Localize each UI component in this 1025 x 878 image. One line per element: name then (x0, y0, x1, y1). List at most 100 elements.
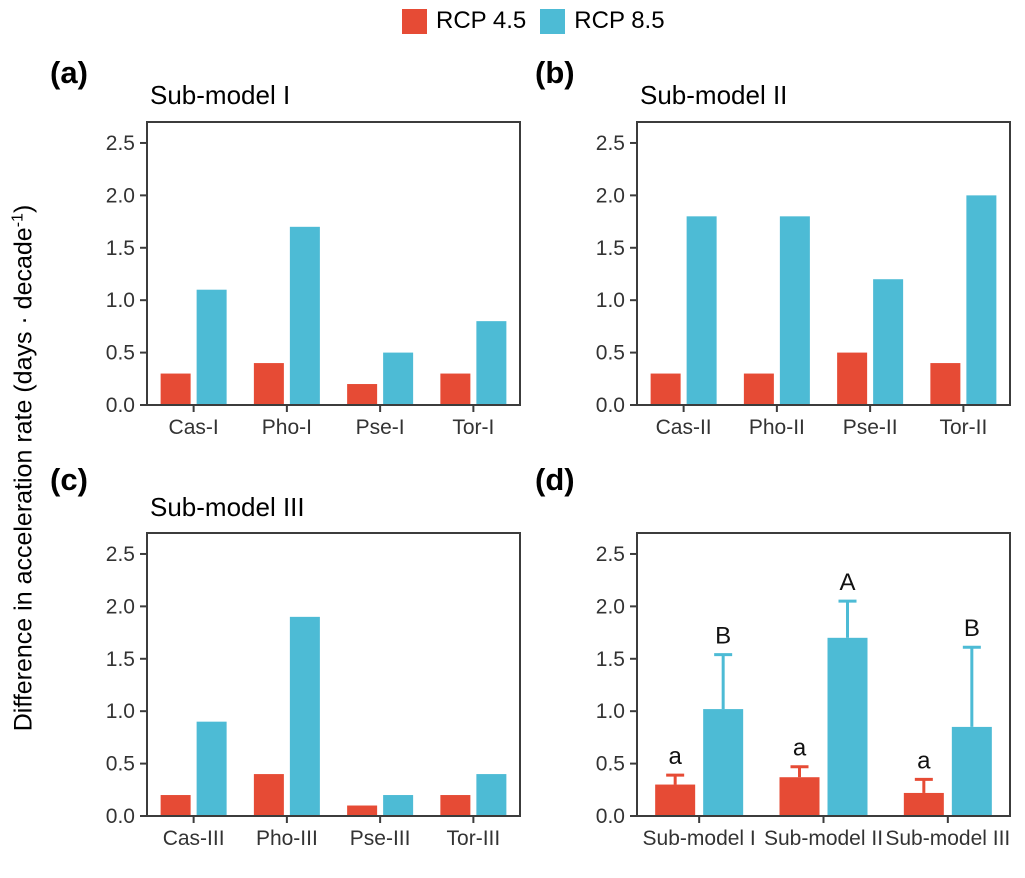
bar-RCP45-Tor-II (930, 363, 961, 405)
panel-frame-a (146, 121, 521, 406)
bar-RCP85-Sub-model-II (827, 637, 868, 816)
y-tick-label: 2.5 (596, 543, 625, 566)
legend-label-rcp85: RCP 8.5 (574, 7, 665, 34)
bar-RCP85-Pse-III (383, 795, 414, 816)
significance-letter: a (793, 735, 807, 762)
y-tick-label: 2.0 (106, 184, 135, 207)
x-category-label: Cas-II (656, 416, 712, 439)
y-axis-label-prefix: Difference in acceleration rate (days · … (9, 227, 38, 732)
bar-RCP85-Cas-I (196, 289, 227, 405)
plot-panel-c: 0.0 0.5 1.0 1.5 2.0 2.5 Cas-III Pho-III Pse-III T… (106, 532, 521, 850)
panel-title-b: Sub-model II (640, 80, 788, 110)
y-tick-label: 0.0 (106, 394, 135, 417)
y-tick-label: 1.0 (596, 289, 625, 312)
legend-swatch-rcp85-icon (540, 8, 566, 34)
bar-RCP85-Tor-II (966, 195, 997, 405)
panel-letter-b: (b) (535, 55, 575, 90)
y-tick-label: 0.0 (596, 805, 625, 828)
bar-RCP45-Sub-model-II (779, 777, 820, 816)
significance-letter: B (964, 615, 980, 642)
y-tick-label: 0.0 (106, 805, 135, 828)
x-category-label: Cas-III (163, 827, 225, 850)
bar-RCP45-Cas-II (650, 373, 681, 405)
legend-swatch-rcp45-icon (402, 8, 427, 34)
y-tick-label: 1.5 (106, 648, 135, 671)
x-category-label: Tor-II (939, 416, 987, 439)
bar-RCP85-Pse-II (873, 279, 904, 405)
y-tick-label: 1.5 (106, 237, 135, 260)
bar-RCP45-Tor-I (440, 373, 471, 405)
significance-letter: A (839, 569, 855, 596)
bar-RCP85-Pho-II (779, 216, 810, 405)
x-category-label: Tor-I (452, 416, 494, 439)
panel-frame-b (636, 121, 1011, 406)
bar-RCP45-Pse-III (347, 805, 378, 816)
panel-letter-c: (c) (50, 462, 88, 497)
x-category-label: Sub-model I (643, 827, 756, 850)
bar-RCP85-Pho-III (289, 616, 320, 816)
bar-RCP45-Tor-III (440, 795, 471, 816)
bar-RCP45-Pho-III (253, 774, 284, 816)
panel-title-c: Sub-model III (150, 492, 305, 522)
panel-letter-d: (d) (535, 462, 575, 497)
legend-label-rcp45: RCP 4.5 (436, 7, 527, 34)
bar-RCP45-Cas-I (160, 373, 191, 405)
bar-RCP45-Pho-II (743, 373, 774, 405)
x-category-label: Cas-I (169, 416, 219, 439)
y-tick-label: 0.5 (106, 342, 135, 365)
legend-item-rcp45: RCP 4.5 (402, 7, 526, 35)
bar-RCP85-Cas-II (686, 216, 717, 405)
panel-title-a: Sub-model I (150, 80, 291, 110)
y-tick-label: 0.5 (596, 342, 625, 365)
y-axis-label-superscript: -1 (9, 213, 27, 228)
bar-RCP45-Pho-I (253, 363, 284, 405)
x-category-label: Pho-III (256, 827, 318, 850)
x-category-label: Sub-model II (764, 827, 883, 850)
bar-RCP45-Pse-I (347, 384, 378, 405)
plot-panel-d: 0.0 0.5 1.0 1.5 2.0 2.5 Sub-model I Sub-model I… (596, 532, 1011, 850)
y-tick-label: 1.0 (106, 289, 135, 312)
y-tick-label: 0.0 (596, 394, 625, 417)
plot-panel-b: 0.0 0.5 1.0 1.5 2.0 2.5 Cas-II Pho-II Pse-II Tor-… (596, 121, 1011, 439)
x-category-label: Pse-III (350, 827, 411, 850)
panel-frame-c (146, 532, 521, 817)
bar-RCP85-Tor-I (476, 321, 507, 405)
bar-RCP45-Pse-II (837, 352, 868, 405)
y-tick-label: 2.5 (106, 543, 135, 566)
plot-panel-a: 0.0 0.5 1.0 1.5 2.0 2.5 Cas-I Pho-I Pse-I Tor-I (106, 121, 521, 439)
bar-RCP85-Sub-model-III (951, 726, 992, 816)
bar-RCP45-Sub-model-III (903, 792, 944, 816)
significance-letter: a (668, 743, 682, 770)
significance-letter: a (917, 747, 931, 774)
bar-RCP85-Pho-I (289, 226, 320, 405)
x-category-label: Sub-model III (885, 827, 1010, 850)
x-category-label: Pse-I (356, 416, 405, 439)
legend-item-rcp85: RCP 8.5 (540, 7, 665, 35)
significance-letter: B (715, 623, 731, 650)
bar-RCP45-Sub-model-I (655, 784, 696, 816)
y-tick-label: 2.0 (106, 595, 135, 618)
x-category-label: Tor-III (447, 827, 501, 850)
bar-RCP85-Tor-III (476, 774, 507, 816)
bar-RCP85-Sub-model-I (703, 709, 744, 816)
legend: RCP 4.5 RCP 8.5 (402, 7, 665, 35)
x-category-label: Pho-I (262, 416, 312, 439)
y-tick-label: 2.0 (596, 184, 625, 207)
y-tick-label: 0.5 (596, 753, 625, 776)
x-category-label: Pse-II (843, 416, 898, 439)
y-tick-label: 2.5 (596, 132, 625, 155)
y-tick-label: 1.5 (596, 648, 625, 671)
panel-letter-a: (a) (50, 55, 88, 90)
y-tick-label: 2.0 (596, 595, 625, 618)
y-axis-label-suffix: ) (9, 204, 38, 214)
bar-RCP85-Cas-III (196, 721, 227, 816)
y-tick-label: 0.5 (106, 753, 135, 776)
y-tick-label: 1.5 (596, 237, 625, 260)
panel-frame-d (636, 532, 1011, 817)
bar-RCP85-Pse-I (383, 352, 414, 405)
y-axis-label: Difference in acceleration rate (days · … (9, 205, 38, 732)
x-category-label: Pho-II (749, 416, 805, 439)
y-tick-label: 1.0 (596, 700, 625, 723)
y-tick-label: 2.5 (106, 132, 135, 155)
y-tick-label: 1.0 (106, 700, 135, 723)
